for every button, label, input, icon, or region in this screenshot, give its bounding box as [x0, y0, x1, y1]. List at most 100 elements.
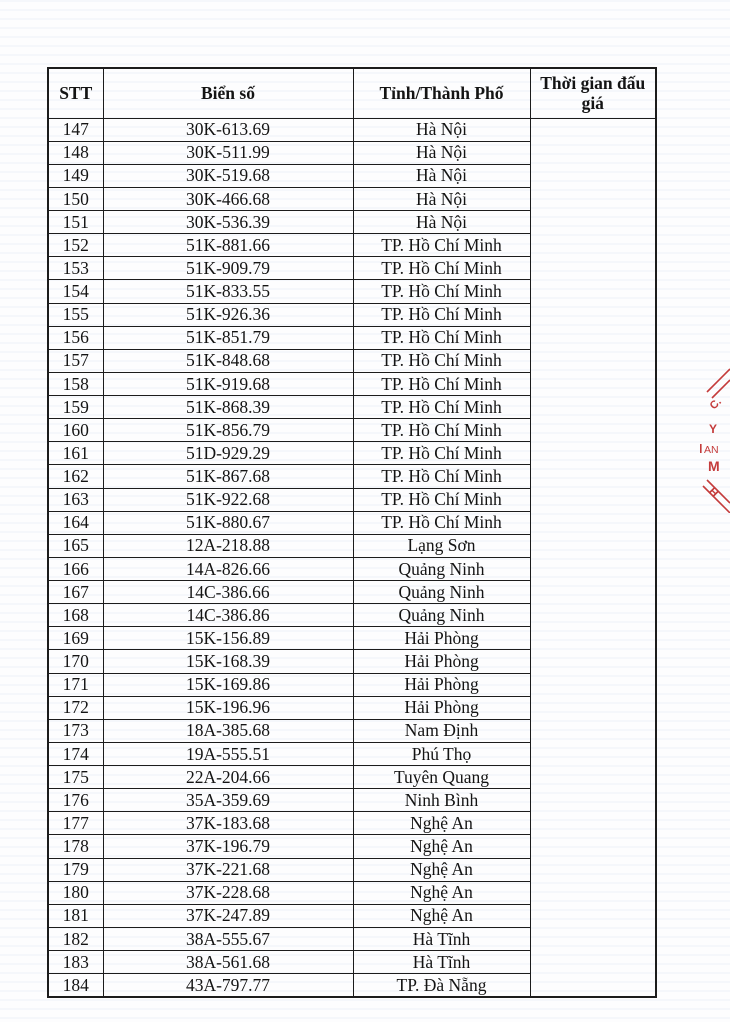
row-stt-cell: 176	[47, 788, 104, 813]
stamp-text-h: H	[706, 486, 720, 500]
row-stt-cell: 175	[47, 764, 104, 790]
row-stt-cell: 161	[47, 441, 104, 466]
row-province-cell: Nghệ An	[352, 834, 531, 859]
row-stt-cell: 171	[47, 672, 104, 697]
row-stt-cell: 184	[47, 973, 104, 998]
row-stt-cell: 166	[47, 556, 104, 582]
row-stt-cell: 183	[47, 949, 104, 975]
table-row: 174 19A-555.51 Phú Thọ	[47, 741, 656, 767]
table-row: 162 51K-867.68 TP. Hồ Chí Minh	[47, 464, 656, 489]
row-stt-cell: 177	[47, 811, 104, 836]
row-plate-cell: 18A-385.68	[102, 718, 354, 743]
table-row: 173 18A-385.68 Nam Định	[47, 718, 656, 743]
table-row: 171 15K-169.86 Hải Phòng	[47, 672, 656, 697]
row-stt-cell: 157	[47, 348, 104, 373]
row-province-cell: Nghệ An	[352, 903, 531, 928]
row-stt-cell: 169	[47, 626, 104, 651]
row-province-cell: Hà Nội	[352, 186, 531, 212]
row-stt-cell: 163	[47, 487, 104, 512]
col-header-plate: Biển số	[102, 67, 354, 119]
row-plate-cell: 15K-196.96	[102, 695, 354, 720]
row-stt-cell: 164	[47, 510, 104, 535]
row-stt-cell: 170	[47, 649, 104, 674]
row-province-cell: Hải Phòng	[352, 672, 531, 697]
row-province-cell: Nghệ An	[352, 857, 531, 882]
row-plate-cell: 38A-561.68	[102, 949, 354, 975]
table-row: 158 51K-919.68 TP. Hồ Chí Minh	[47, 371, 656, 397]
row-plate-cell: 15K-168.39	[102, 649, 354, 674]
row-plate-cell: 51K-848.68	[102, 348, 354, 373]
row-province-cell: TP. Hồ Chí Minh	[352, 418, 531, 443]
row-stt-cell: 150	[47, 186, 104, 212]
table-row: 183 38A-561.68 Hà Tĩnh	[47, 949, 656, 975]
row-plate-cell: 30K-466.68	[102, 186, 354, 212]
table-row: 150 30K-466.68 Hà Nội	[47, 186, 656, 212]
table-row: 175 22A-204.66 Tuyên Quang	[47, 764, 656, 790]
row-province-cell: Quảng Ninh	[352, 603, 531, 628]
row-plate-cell: 51K-856.79	[102, 418, 354, 443]
row-province-cell: TP. Hồ Chí Minh	[352, 325, 531, 350]
row-province-cell: Hà Nội	[352, 140, 531, 165]
row-stt-cell: 151	[47, 209, 104, 235]
row-province-cell: TP. Đà Nẵng	[352, 973, 531, 998]
table-header-row: STT Biển số Tỉnh/Thành Phố Thời gian đấu…	[47, 67, 657, 119]
col-header-province: Tỉnh/Thành Phố	[352, 67, 531, 119]
col-header-stt: STT	[47, 67, 104, 119]
row-plate-cell: 51K-881.66	[102, 233, 354, 258]
row-plate-cell: 51K-851.79	[102, 325, 354, 350]
row-plate-cell: 30K-613.69	[102, 117, 354, 142]
table-row: 182 38A-555.67 Hà Tĩnh	[47, 926, 656, 952]
table-row: 169 15K-156.89 Hải Phòng	[47, 626, 656, 651]
table-row: 163 51K-922.68 TP. Hồ Chí Minh	[47, 487, 656, 512]
row-plate-cell: 51K-922.68	[102, 487, 354, 512]
row-stt-cell: 156	[47, 325, 104, 350]
row-plate-cell: 37K-228.68	[102, 880, 354, 905]
table-row: 178 37K-196.79 Nghệ An	[47, 834, 656, 859]
row-plate-cell: 12A-218.88	[102, 533, 354, 558]
row-province-cell: TP. Hồ Chí Minh	[352, 233, 531, 258]
stamp-text-m: M	[708, 458, 720, 474]
row-province-cell: Hà Nội	[352, 209, 531, 235]
row-plate-cell: 51K-926.36	[102, 302, 354, 327]
row-stt-cell: 159	[47, 394, 104, 420]
row-stt-cell: 174	[47, 741, 104, 767]
row-stt-cell: 152	[47, 233, 104, 258]
row-stt-cell: 173	[47, 718, 104, 743]
row-stt-cell: 147	[47, 117, 104, 142]
table-row: 147 30K-613.69 Hà Nội	[47, 117, 657, 998]
row-plate-cell: 37K-183.68	[102, 811, 354, 836]
row-province-cell: Hải Phòng	[352, 695, 531, 720]
table-row: 151 30K-536.39 Hà Nội	[47, 209, 656, 235]
table-row: 155 51K-926.36 TP. Hồ Chí Minh	[47, 302, 656, 327]
stamp-text-an: AN	[704, 444, 719, 456]
row-plate-cell: 30K-536.39	[102, 209, 354, 235]
row-province-cell: TP. Hồ Chí Minh	[352, 487, 531, 512]
row-stt-cell: 153	[47, 256, 104, 281]
table-row: 180 37K-228.68 Nghệ An	[47, 880, 656, 905]
row-plate-cell: 37K-247.89	[102, 903, 354, 928]
row-province-cell: Hà Tĩnh	[352, 926, 531, 952]
row-plate-cell: 43A-797.77	[102, 973, 354, 998]
row-stt-cell: 178	[47, 834, 104, 859]
table-row: 153 51K-909.79 TP. Hồ Chí Minh	[47, 256, 656, 281]
row-plate-cell: 35A-359.69	[102, 788, 354, 813]
table-row: 176 35A-359.69 Ninh Bình	[47, 788, 656, 813]
row-province-cell: TP. Hồ Chí Minh	[352, 279, 531, 304]
row-province-cell: Ninh Bình	[352, 788, 531, 813]
row-province-cell: Tuyên Quang	[352, 764, 531, 790]
row-plate-cell: 38A-555.67	[102, 926, 354, 952]
row-stt-cell: 182	[47, 926, 104, 952]
table-row: 148 30K-511.99 Hà Nội	[47, 140, 656, 165]
row-stt-cell: 180	[47, 880, 104, 905]
row-plate-cell: 51D-929.29	[102, 441, 354, 466]
row-stt-cell: 181	[47, 903, 104, 928]
row-stt-cell: 168	[47, 603, 104, 628]
row-plate-cell: 14C-386.66	[102, 579, 354, 605]
row-province-cell: Nghệ An	[352, 880, 531, 905]
row-province-cell: Quảng Ninh	[352, 579, 531, 605]
row-province-cell: Hà Nội	[352, 117, 531, 142]
row-plate-cell: 30K-519.68	[102, 163, 354, 188]
row-plate-cell: 51K-867.68	[102, 464, 354, 489]
row-plate-cell: 51K-868.39	[102, 394, 354, 420]
